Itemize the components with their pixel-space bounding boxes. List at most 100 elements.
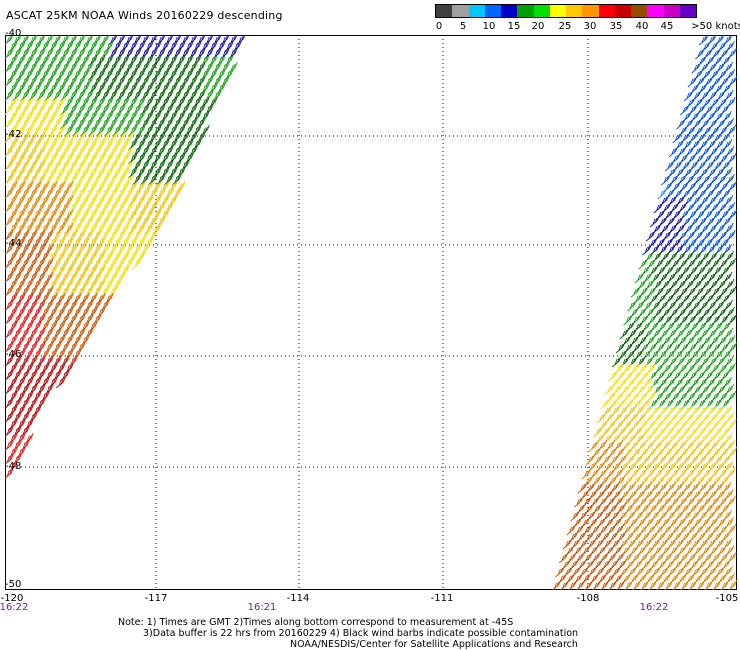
wind-barb xyxy=(59,257,70,270)
wind-barb xyxy=(127,236,138,249)
wind-barb xyxy=(63,54,74,67)
wind-barb xyxy=(135,208,146,221)
wind-barb xyxy=(107,187,118,200)
wind-barb xyxy=(79,166,90,179)
wind-barb xyxy=(696,264,707,277)
wind-barb xyxy=(23,40,34,53)
wind-barb xyxy=(163,89,174,102)
wind-barb xyxy=(606,495,616,508)
wind-barb xyxy=(671,446,682,459)
wind-barb xyxy=(71,236,82,249)
wind-barb xyxy=(659,299,669,312)
wind-barb xyxy=(675,460,686,473)
wind-barb xyxy=(672,502,682,515)
wind-barb xyxy=(695,208,706,221)
wind-barb xyxy=(5,117,14,129)
wind-barb xyxy=(687,208,698,221)
wind-barb xyxy=(19,61,30,74)
time-label: 16:21 xyxy=(247,602,277,613)
wind-barb xyxy=(643,432,653,445)
wind-barb xyxy=(143,40,154,53)
wind-barb xyxy=(713,215,724,228)
wind-barb xyxy=(695,103,706,116)
wind-barb xyxy=(632,292,643,305)
wind-barb xyxy=(51,61,62,74)
wind-barb xyxy=(107,285,118,298)
wind-barb xyxy=(605,467,616,480)
wind-barb xyxy=(678,418,689,431)
wind-barb xyxy=(725,40,735,53)
wind-barb xyxy=(159,54,170,67)
wind-barb xyxy=(696,579,706,590)
wind-barb xyxy=(131,187,142,200)
wind-barb xyxy=(31,320,42,333)
wind-barb xyxy=(613,572,623,585)
wind-barb xyxy=(725,362,736,375)
wind-barb xyxy=(163,47,174,60)
wind-barb xyxy=(19,35,30,46)
wind-barb xyxy=(15,110,26,123)
wind-barb xyxy=(674,243,684,256)
wind-barb xyxy=(664,264,675,277)
wind-barb xyxy=(179,117,190,130)
wind-barb xyxy=(155,103,166,116)
wind-barb xyxy=(660,544,671,557)
wind-barb xyxy=(99,271,110,284)
wind-barb xyxy=(59,117,70,130)
wind-barb xyxy=(719,103,730,116)
wind-barb xyxy=(652,278,663,291)
wind-barb xyxy=(629,467,640,480)
wind-barb xyxy=(654,495,664,508)
wind-barb xyxy=(597,467,608,480)
wind-barb xyxy=(71,82,82,95)
wind-barb xyxy=(687,313,697,326)
wind-barb xyxy=(91,173,102,186)
wind-barb xyxy=(59,89,70,102)
wind-barb xyxy=(650,537,661,550)
wind-barb xyxy=(673,453,684,466)
wind-barb xyxy=(719,341,730,354)
wind-barb xyxy=(51,103,62,116)
wind-barb xyxy=(674,166,685,179)
wind-barb xyxy=(103,124,114,137)
wind-barb xyxy=(123,215,134,228)
wind-barb xyxy=(147,145,158,158)
wind-barb xyxy=(697,348,708,361)
wind-barb xyxy=(39,348,50,361)
wind-barb xyxy=(697,54,707,67)
wind-barb xyxy=(119,250,130,263)
wind-barb xyxy=(638,551,649,564)
wind-barb xyxy=(613,467,624,480)
wind-barb xyxy=(712,530,723,543)
wind-barb xyxy=(680,236,690,249)
wind-barb xyxy=(7,250,18,263)
wind-barb xyxy=(656,264,667,277)
wind-barb xyxy=(175,124,186,137)
wind-barb xyxy=(629,306,639,319)
wind-barb xyxy=(662,257,673,270)
wind-barb xyxy=(39,264,50,277)
wind-barb xyxy=(619,432,629,445)
wind-barb xyxy=(71,264,82,277)
wind-barb xyxy=(632,425,643,438)
wind-barb xyxy=(643,299,653,312)
wind-barb xyxy=(652,516,663,529)
wind-barb xyxy=(111,222,122,235)
wind-barb xyxy=(581,467,592,480)
wind-barb xyxy=(617,481,628,494)
wind-barb xyxy=(716,516,727,529)
wind-barb xyxy=(63,334,74,347)
wind-barb xyxy=(641,320,652,333)
wind-barb xyxy=(699,61,710,74)
wind-barb xyxy=(653,572,663,585)
wind-barb xyxy=(661,173,671,186)
wind-barb xyxy=(191,110,202,123)
wind-barb xyxy=(99,35,110,46)
wind-barb xyxy=(123,145,134,158)
wind-barb xyxy=(103,96,114,109)
wind-barb xyxy=(123,159,134,172)
wind-barb xyxy=(558,551,569,564)
wind-barb xyxy=(7,376,18,389)
wind-barb xyxy=(55,292,66,305)
wind-barb xyxy=(637,467,648,480)
